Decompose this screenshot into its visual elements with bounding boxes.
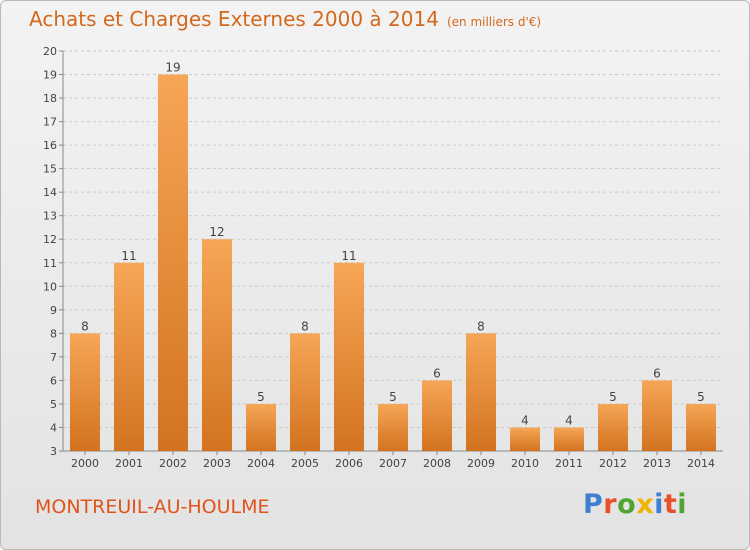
brand-logo: Proxiti	[583, 489, 687, 520]
x-tick-label: 2012	[599, 457, 627, 470]
bar	[246, 403, 276, 451]
y-tick-label: 20	[43, 45, 57, 58]
x-tick-label: 2006	[335, 457, 363, 470]
y-tick-label: 8	[50, 327, 57, 340]
x-tick-label: 2001	[115, 457, 143, 470]
bar-value-label: 4	[521, 413, 529, 427]
bar-value-label: 4	[565, 413, 573, 427]
bar-value-label: 8	[301, 319, 309, 333]
bar-value-label: 12	[209, 225, 224, 239]
x-tick-label: 2014	[687, 457, 715, 470]
bar	[70, 333, 100, 451]
y-tick-label: 19	[43, 69, 57, 82]
y-tick-label: 16	[43, 139, 57, 152]
bar-value-label: 5	[697, 390, 705, 404]
y-tick-label: 15	[43, 163, 57, 176]
bar	[378, 403, 408, 451]
bar-value-label: 5	[609, 390, 617, 404]
y-tick-label: 7	[50, 351, 57, 364]
x-tick-label: 2007	[379, 457, 407, 470]
y-tick-label: 6	[50, 374, 57, 387]
bar-value-label: 11	[121, 249, 136, 263]
title-text: Achats et Charges Externes 2000 à 2014	[29, 7, 439, 31]
x-tick-label: 2002	[159, 457, 187, 470]
bar-value-label: 5	[257, 390, 265, 404]
y-tick-label: 14	[43, 186, 57, 199]
bar	[202, 239, 232, 451]
x-tick-label: 2000	[71, 457, 99, 470]
bar	[158, 74, 188, 451]
brand-letter: i	[654, 489, 664, 520]
brand-letter: o	[617, 489, 637, 520]
bar-value-label: 11	[341, 249, 356, 263]
brand-letter: i	[677, 489, 688, 520]
commune-name: MONTREUIL-AU-HOULME	[35, 496, 270, 518]
y-tick-label: 12	[43, 233, 57, 246]
bar	[466, 333, 496, 451]
bar	[334, 262, 364, 451]
x-tick-label: 2009	[467, 457, 495, 470]
bar	[114, 262, 144, 451]
bar	[510, 427, 540, 451]
chart-title: Achats et Charges Externes 2000 à 2014 (e…	[29, 7, 541, 31]
bar-value-label: 6	[653, 366, 661, 380]
x-tick-label: 2003	[203, 457, 231, 470]
bar	[686, 403, 716, 451]
brand-letter: P	[583, 489, 604, 520]
bar-value-label: 8	[81, 319, 89, 333]
bar	[554, 427, 584, 451]
y-tick-label: 5	[50, 398, 57, 411]
y-tick-label: 3	[50, 445, 57, 458]
y-tick-label: 17	[43, 116, 57, 129]
bar	[422, 380, 452, 451]
brand-letter: t	[663, 489, 678, 520]
bar	[290, 333, 320, 451]
x-tick-label: 2008	[423, 457, 451, 470]
bar-value-label: 5	[389, 390, 397, 404]
bar-value-label: 8	[477, 319, 485, 333]
x-tick-label: 2004	[247, 457, 275, 470]
bar-value-label: 6	[433, 366, 441, 380]
y-tick-label: 9	[50, 304, 57, 317]
brand-letter: x	[636, 489, 655, 520]
x-tick-label: 2011	[555, 457, 583, 470]
title-unit: (en milliers d'€)	[446, 15, 542, 29]
bar	[598, 403, 628, 451]
x-tick-label: 2005	[291, 457, 319, 470]
y-tick-label: 11	[43, 257, 57, 270]
brand-letter: r	[603, 489, 618, 520]
y-tick-label: 4	[50, 421, 57, 434]
x-tick-label: 2010	[511, 457, 539, 470]
bar-value-label: 19	[165, 61, 180, 75]
bar	[642, 380, 672, 451]
y-tick-label: 18	[43, 92, 57, 105]
x-tick-label: 2013	[643, 457, 671, 470]
y-tick-label: 13	[43, 210, 57, 223]
y-tick-label: 10	[43, 280, 57, 293]
